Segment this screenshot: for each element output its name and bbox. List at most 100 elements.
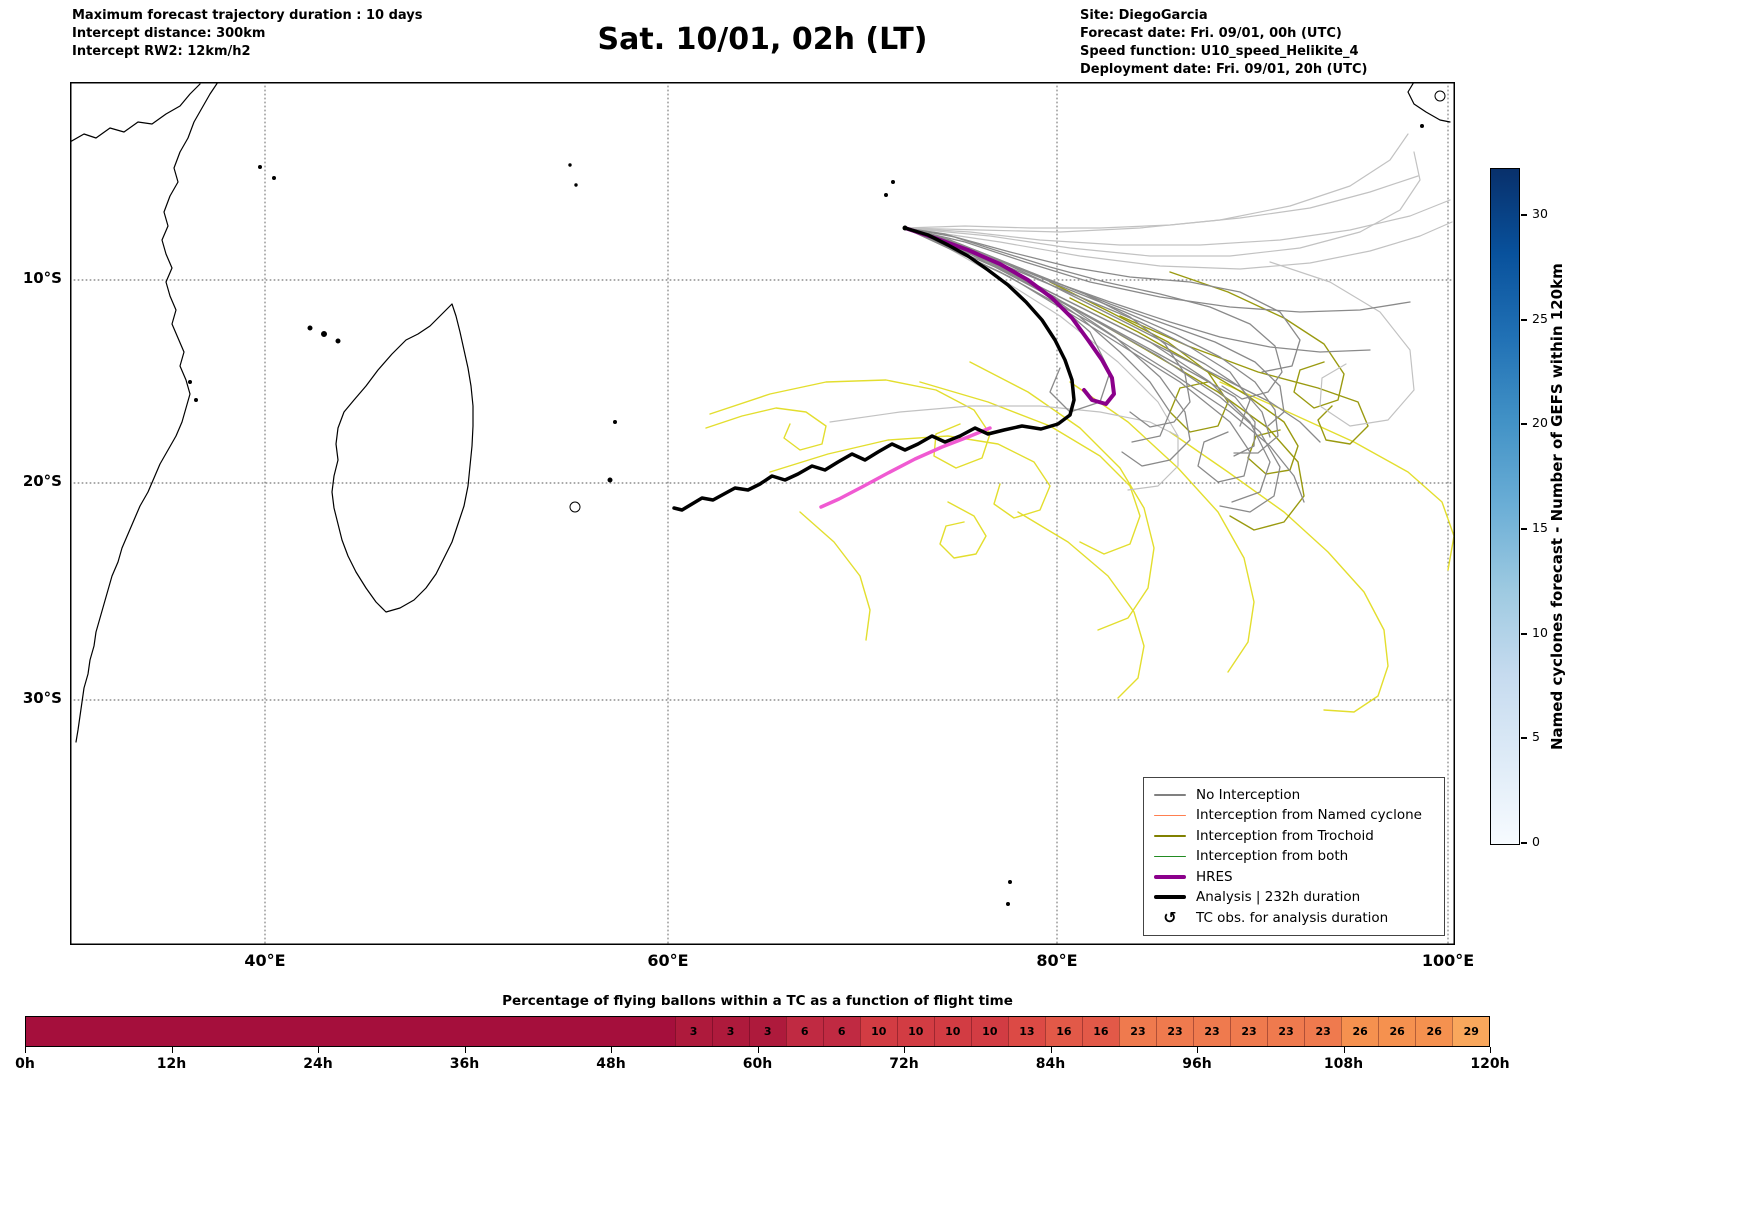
island	[335, 338, 341, 344]
legend-sample	[1154, 895, 1186, 900]
trajectory-yellow	[969, 361, 1155, 631]
coastline	[70, 83, 201, 143]
strip-cell	[314, 1017, 351, 1046]
trajectory-lightgray	[1269, 261, 1415, 427]
info-line: Deployment date: Fri. 09/01, 20h (UTC)	[1080, 62, 1368, 77]
trajectory-lightgray	[829, 405, 1179, 437]
trajectory-yellow	[1169, 431, 1389, 713]
trajectory-gray	[904, 227, 1171, 443]
strip-cell: 13	[1007, 1017, 1045, 1046]
island	[1008, 880, 1012, 884]
strip-cell: 23	[1304, 1017, 1342, 1046]
strip-tickmark	[1490, 1047, 1491, 1053]
colorbar-tick-label: 20	[1532, 415, 1548, 431]
colorbar-tick-label: 15	[1532, 520, 1548, 535]
strip-tick-label: 108h	[1323, 1056, 1364, 1072]
map-plot: No Interception Interception from Named c…	[70, 82, 1455, 945]
trajectory-gray	[904, 227, 1256, 457]
strip-cell: 29	[1452, 1017, 1490, 1046]
trajectory-yellow	[1017, 511, 1145, 699]
legend-label: TC obs. for analysis duration	[1196, 909, 1389, 926]
tracks-analysis	[672, 226, 1076, 512]
legend-item: Interception from both	[1154, 846, 1434, 867]
trajectory-gray	[904, 227, 1191, 467]
legend-item: No Interception	[1154, 785, 1434, 806]
strip-tickmark	[757, 1047, 759, 1053]
strip-cell	[458, 1017, 495, 1046]
island	[574, 183, 578, 187]
info-line: Speed function: U10_speed_Helikite_4	[1080, 44, 1359, 59]
island	[1434, 90, 1446, 102]
strip-cell: 23	[1193, 1017, 1231, 1046]
strip-cell: 23	[1155, 1017, 1193, 1046]
strip-cell: 10	[896, 1017, 934, 1046]
map-frame	[70, 82, 1455, 945]
trajectory-yellow	[709, 379, 991, 469]
strip-tickmark	[464, 1047, 466, 1053]
strip-cell: 26	[1341, 1017, 1379, 1046]
strip-cell: 3	[748, 1017, 786, 1046]
colorbar-tickmark	[1521, 632, 1527, 635]
trajectory-analysis	[672, 226, 1076, 512]
trajectory-lightgray	[919, 231, 1179, 491]
strip-tickmark	[1197, 1047, 1198, 1053]
trajectory-gray	[904, 227, 1279, 454]
strip-cell: 16	[1081, 1017, 1119, 1046]
strip-tick-label: 120h	[1470, 1056, 1510, 1072]
trajectory-yellow	[1219, 381, 1455, 571]
trajectory-yellow	[705, 407, 827, 451]
info-line: Forecast date: Fri. 09/01, 00h (UTC)	[1080, 26, 1342, 41]
strip-tick-label: 60h	[742, 1056, 773, 1072]
strip-cell: 6	[785, 1017, 823, 1046]
tracks-gray	[904, 227, 1411, 513]
trajectory-yellow	[1069, 381, 1255, 673]
legend-sample	[1154, 835, 1186, 837]
colorbar-tickmark	[1521, 318, 1527, 321]
trajectory-olive	[1049, 281, 1229, 433]
legend-sample	[1154, 794, 1186, 796]
trajectory-gray	[904, 227, 1283, 400]
strip-cell: 23	[1118, 1017, 1156, 1046]
colorbar-tickmark	[1521, 842, 1527, 844]
coastline	[1407, 82, 1451, 123]
tc-obs-icon: ↺	[1163, 908, 1177, 928]
island	[568, 163, 572, 167]
strip-tick-label: 96h	[1182, 1056, 1212, 1072]
strip-title: Percentage of flying ballons within a TC…	[502, 993, 1013, 1009]
coastline	[331, 303, 474, 613]
island	[272, 176, 276, 180]
strip-tickmark	[1343, 1047, 1345, 1053]
strip-tick-label: 72h	[889, 1056, 919, 1072]
island	[569, 501, 581, 513]
colorbar-tick-label: 25	[1532, 310, 1548, 326]
strip-cell	[566, 1017, 603, 1046]
strip-cell: 26	[1415, 1017, 1453, 1046]
strip-cell	[62, 1017, 99, 1046]
island	[1006, 902, 1010, 906]
trajectory-olive	[1119, 315, 1369, 445]
map-svg	[70, 82, 1455, 945]
legend-line-sample	[1154, 855, 1186, 857]
strip-tick-label: 84h	[1035, 1056, 1066, 1072]
strip-cell	[206, 1017, 243, 1046]
colorbar-tick-label: 0	[1532, 834, 1540, 849]
legend-sample	[1154, 855, 1186, 857]
trajectory-lightgray	[904, 151, 1421, 257]
strip-tickmark	[611, 1047, 612, 1053]
tracks-hres	[903, 226, 1116, 406]
legend-label: Interception from both	[1196, 848, 1349, 865]
y-tick-label: 30°S	[22, 689, 62, 707]
legend-item: Interception from Named cyclone	[1154, 805, 1434, 826]
island	[884, 193, 888, 197]
legend-box: No Interception Interception from Named c…	[1143, 776, 1445, 936]
island	[307, 325, 313, 331]
colorbar-tickmark	[1521, 528, 1527, 530]
strip-cell	[242, 1017, 279, 1046]
strip-tick-label: 0h	[15, 1056, 35, 1072]
coastlines	[70, 82, 1451, 906]
tracks-yellow	[705, 361, 1455, 713]
info-line: Site: DiegoGarcia	[1080, 8, 1208, 23]
strip-tick-label: 24h	[303, 1056, 333, 1072]
trajectory-lightgray	[904, 175, 1419, 229]
x-tick-label: 80°E	[1036, 951, 1078, 970]
